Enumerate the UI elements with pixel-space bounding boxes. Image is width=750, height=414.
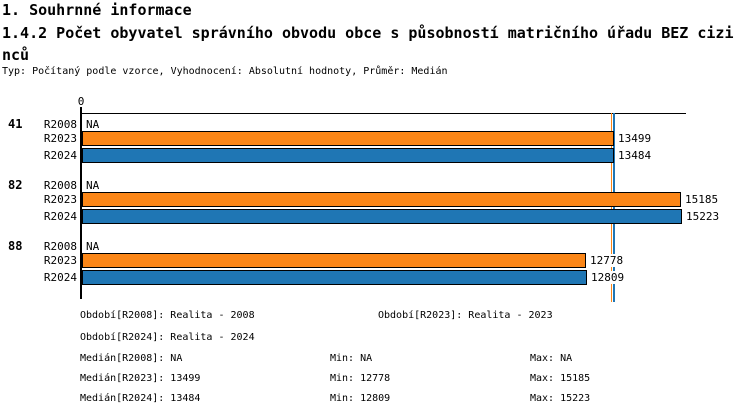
row-label-r2024: R2024	[43, 271, 77, 284]
row-label-r2023: R2023	[43, 132, 77, 145]
group-label-82: 82	[8, 178, 23, 192]
stat-min-r2008: Min: NA	[330, 353, 373, 364]
na-value-label: NA	[86, 179, 100, 192]
chart-meta-line: Typ: Počítaný podle vzorce, Vyhodnocení:…	[2, 66, 448, 77]
stat-max-r2008: Max: NA	[530, 353, 573, 364]
bar-r2023-88	[82, 253, 586, 268]
bar-r2023-82	[82, 192, 681, 207]
stat-max-r2023: Max: 15185	[530, 373, 591, 384]
bar-value-label: 15223	[685, 210, 721, 223]
stat-median-r2023: Medián[R2023]: 13499	[80, 373, 201, 384]
x-axis-zero-label: 0	[77, 95, 85, 108]
stat-median-r2024: Medián[R2024]: 13484	[80, 393, 201, 404]
row-label-r2024: R2024	[43, 149, 77, 162]
x-axis-line	[81, 113, 686, 114]
bar-r2024-41	[82, 148, 614, 163]
row-label-r2024: R2024	[43, 210, 77, 223]
bar-value-label: 12809	[590, 271, 626, 284]
stat-min-r2024: Min: 12809	[330, 393, 391, 404]
row-label-r2023: R2023	[43, 254, 77, 267]
row-label-r2023: R2023	[43, 193, 77, 206]
bar-value-label: 13499	[617, 132, 653, 145]
bar-value-label: 13484	[617, 149, 653, 162]
y-axis-line	[80, 107, 82, 299]
group-label-88: 88	[8, 239, 23, 253]
row-label-r2008: R2008	[43, 240, 77, 253]
na-value-label: NA	[86, 118, 100, 131]
stat-max-r2024: Max: 15223	[530, 393, 591, 404]
bar-r2024-82	[82, 209, 682, 224]
bar-r2023-41	[82, 131, 614, 146]
stat-median-r2008: Medián[R2008]: NA	[80, 353, 183, 364]
median-line-r2024	[613, 113, 615, 302]
group-label-41: 41	[8, 117, 23, 131]
median-line-r2023	[611, 113, 612, 302]
na-value-label: NA	[86, 240, 100, 253]
section-title: 1. Souhrnné informace	[2, 1, 192, 19]
stat-min-r2023: Min: 12778	[330, 373, 391, 384]
row-label-r2008: R2008	[43, 118, 77, 131]
legend-period-r2023: Období[R2023]: Realita - 2023	[378, 310, 553, 321]
bar-value-label: 15185	[684, 193, 720, 206]
bar-r2024-88	[82, 270, 587, 285]
bar-value-label: 12778	[589, 254, 625, 267]
row-label-r2008: R2008	[43, 179, 77, 192]
chart-title: 1.4.2 Počet obyvatel správního obvodu ob…	[2, 24, 734, 64]
legend-period-r2024: Období[R2024]: Realita - 2024	[80, 332, 255, 343]
legend-period-r2008: Období[R2008]: Realita - 2008	[80, 310, 255, 321]
